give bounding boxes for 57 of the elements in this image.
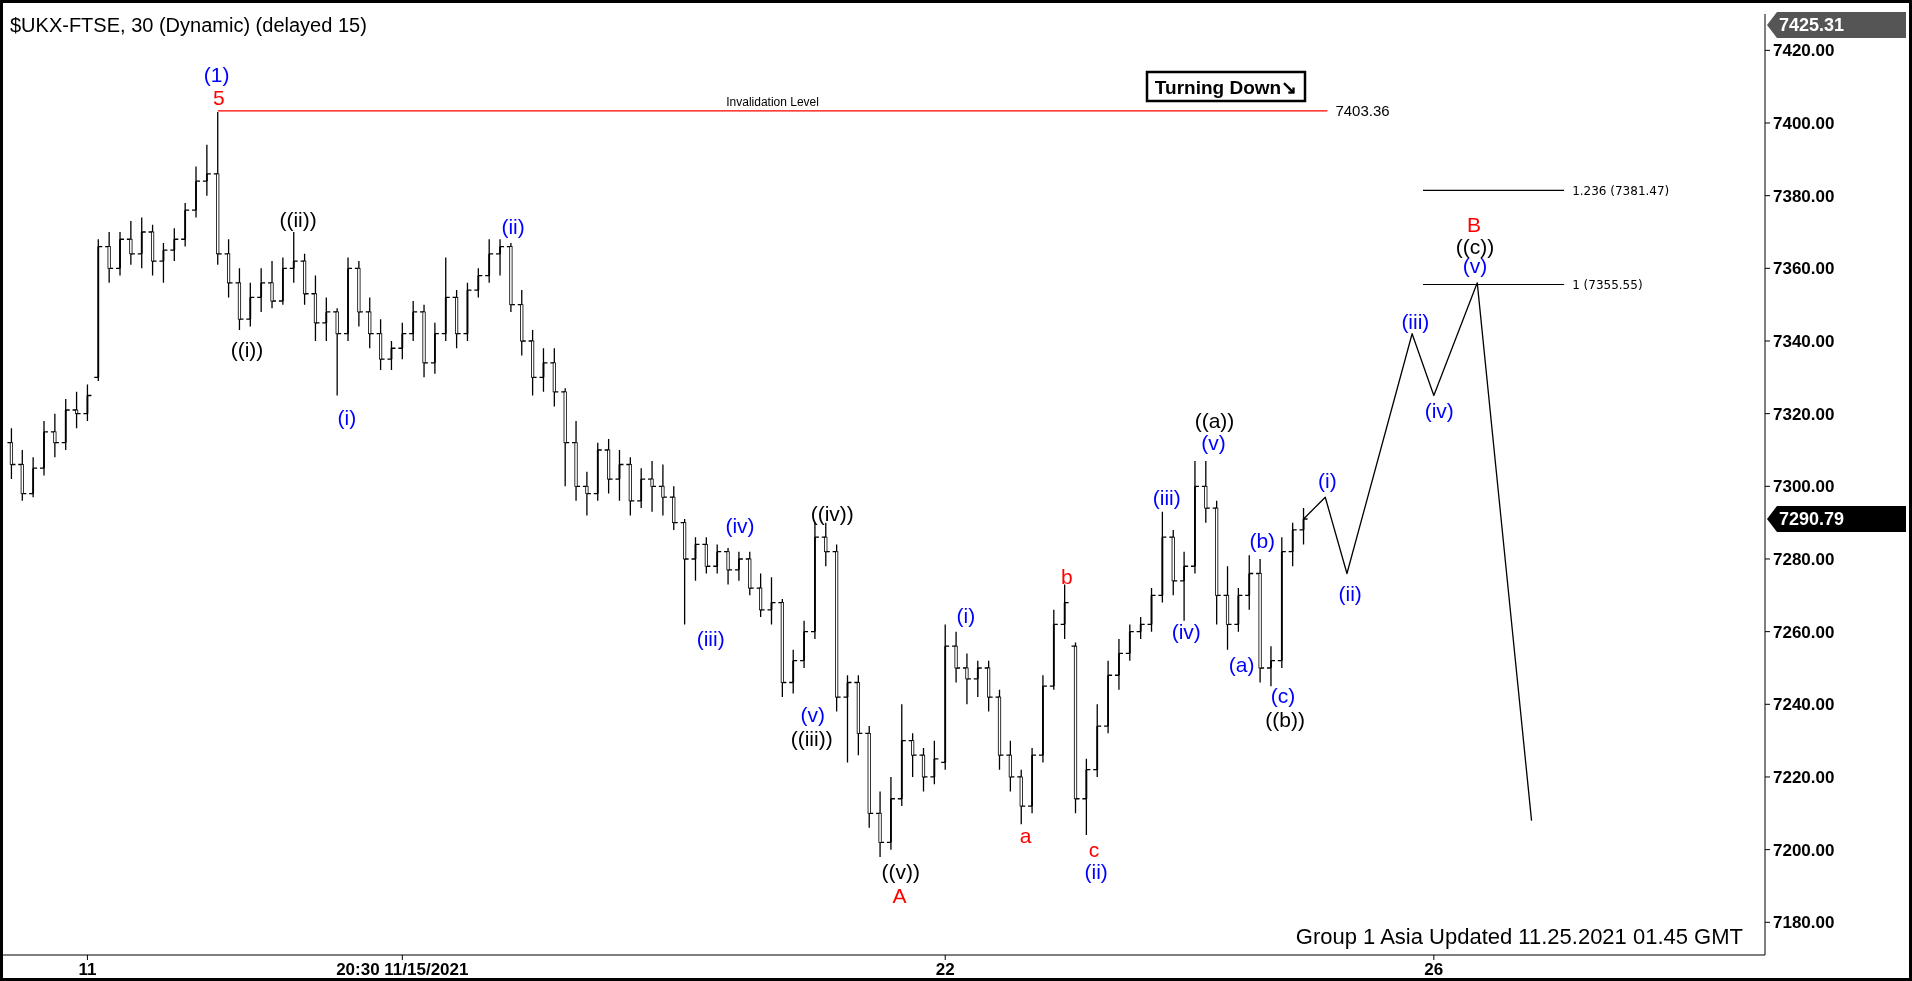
- annotation: (iv): [1171, 619, 1201, 643]
- annotation: ((ii)): [279, 207, 317, 231]
- annotation: ((iv)): [810, 501, 854, 525]
- annotation: (iii): [696, 627, 725, 651]
- x-tick-label: 22: [935, 960, 955, 979]
- annotation: Group 1 Asia Updated 11.25.2021 01.45 GMT: [1295, 924, 1743, 949]
- x-tick-label: 26: [1424, 960, 1444, 979]
- ref-line-label: 1.236 (7381.47): [1572, 183, 1670, 198]
- y-tick-label: 7400.00: [1773, 113, 1835, 133]
- chart-title: $UKX-FTSE, 30 (Dynamic) (delayed 15): [10, 14, 367, 36]
- x-tick-label: 20:30 11/15/2021: [336, 960, 469, 979]
- annotation: ((a)): [1194, 408, 1235, 432]
- y-tick-label: 7360.00: [1773, 259, 1835, 279]
- y-tick-label: 7340.00: [1773, 331, 1835, 351]
- annotation: (v): [1201, 431, 1226, 455]
- annotation: (1): [203, 63, 230, 87]
- annotation: (iv): [1424, 398, 1454, 422]
- annotation: ((i)): [230, 337, 264, 361]
- annotation: ((iii)): [790, 727, 833, 751]
- y-tick-label: 7240.00: [1773, 695, 1835, 715]
- y-tick-label: 7200.00: [1773, 840, 1835, 860]
- annotation: ((b)): [1265, 707, 1305, 731]
- ref-line-label: Invalidation Level: [726, 94, 819, 109]
- x-tick-label: 11: [78, 960, 97, 979]
- annotation: (v): [800, 702, 825, 726]
- annotation: a: [1019, 824, 1032, 848]
- annotation: (iv): [725, 514, 755, 538]
- annotation: (ii): [1338, 582, 1362, 606]
- text: 7425.31: [1779, 15, 1845, 36]
- annotation: (c): [1270, 684, 1296, 708]
- y-tick-label: 7300.00: [1773, 477, 1835, 497]
- ref-line-label: 1 (7355.55): [1572, 277, 1643, 292]
- annotation: Turning Down↘: [1154, 76, 1298, 98]
- annotation: (b): [1249, 528, 1276, 552]
- annotation: B: [1467, 212, 1482, 236]
- y-tick-label: 7220.00: [1773, 767, 1835, 787]
- annotation: 5: [212, 85, 225, 109]
- annotation: 7403.36: [1335, 102, 1390, 120]
- y-tick-label: 7420.00: [1773, 41, 1835, 61]
- annotation: ((v)): [881, 859, 920, 883]
- annotation: A: [892, 883, 907, 907]
- y-tick-label: 7380.00: [1773, 186, 1835, 206]
- annotation: (i): [337, 406, 357, 429]
- annotation: (ii): [1084, 859, 1108, 883]
- annotation: (iii): [1152, 486, 1181, 510]
- y-tick-label: 7320.00: [1773, 404, 1835, 424]
- annotation: c: [1088, 837, 1100, 861]
- y-tick-label: 7260.00: [1773, 622, 1835, 642]
- y-tick-label: 7280.00: [1773, 549, 1835, 569]
- annotation: (i): [956, 604, 976, 628]
- annotation: b: [1060, 565, 1073, 589]
- annotation: (iii): [1401, 309, 1430, 333]
- annotation: (a): [1228, 652, 1255, 676]
- annotation: (i): [1318, 469, 1337, 493]
- y-tick-label: 7180.00: [1773, 913, 1835, 933]
- text: 7290.79: [1779, 509, 1845, 530]
- annotation: (ii): [501, 214, 525, 238]
